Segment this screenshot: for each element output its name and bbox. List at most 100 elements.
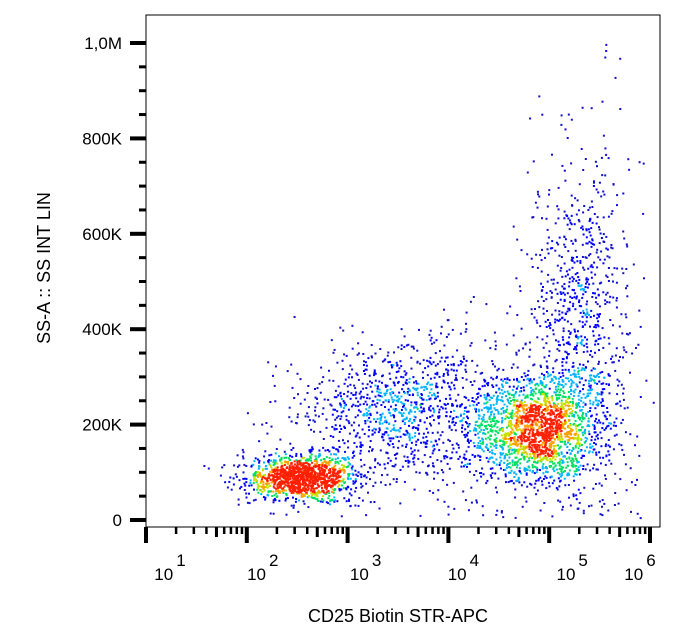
data-point [557, 424, 560, 427]
data-point [301, 457, 304, 460]
data-point [584, 290, 587, 293]
data-point [595, 326, 597, 329]
data-point [277, 469, 280, 472]
data-point [290, 462, 293, 465]
data-point [516, 421, 519, 423]
data-point [499, 428, 502, 431]
data-point [468, 424, 470, 427]
data-point [255, 478, 257, 481]
data-point [605, 454, 608, 457]
data-point [600, 391, 603, 394]
data-point [554, 415, 556, 418]
data-point [500, 434, 503, 437]
data-point [546, 434, 549, 437]
data-point [361, 382, 364, 385]
data-point [529, 404, 532, 407]
data-point [438, 411, 441, 414]
data-point [523, 417, 526, 420]
data-point [440, 332, 442, 335]
data-point [471, 359, 474, 362]
data-point [257, 473, 260, 476]
data-point [596, 393, 599, 396]
data-point [580, 377, 583, 380]
data-point [402, 405, 404, 408]
data-point [544, 410, 547, 412]
data-point [327, 497, 330, 500]
data-point [531, 444, 534, 447]
data-point [544, 475, 547, 478]
data-point [553, 438, 556, 441]
data-point [408, 389, 411, 392]
data-point [301, 478, 303, 481]
data-point [588, 433, 591, 436]
data-point [529, 378, 532, 381]
data-point [429, 329, 432, 332]
data-point [248, 484, 251, 487]
data-point [288, 416, 291, 419]
data-point [440, 325, 443, 328]
data-point [360, 482, 363, 485]
data-point [512, 394, 515, 397]
data-point [623, 453, 625, 456]
data-point [551, 240, 554, 243]
data-point [393, 465, 396, 468]
data-point [457, 416, 459, 419]
data-point [606, 248, 609, 251]
data-point [371, 403, 374, 406]
data-point [489, 445, 492, 448]
data-point [445, 397, 447, 400]
data-point [556, 428, 559, 431]
data-point [516, 379, 519, 382]
data-point [442, 373, 445, 375]
data-point [549, 247, 552, 250]
data-point [499, 439, 502, 442]
data-point [355, 391, 358, 394]
data-point [451, 443, 454, 446]
data-point [430, 336, 433, 339]
data-point [316, 387, 319, 390]
data-point [489, 425, 491, 427]
data-point [594, 407, 597, 410]
data-point [578, 320, 581, 323]
data-point [317, 500, 320, 502]
data-point [602, 346, 605, 349]
data-point [424, 442, 427, 445]
data-point [558, 380, 561, 383]
data-point [564, 421, 566, 424]
data-point [550, 379, 553, 382]
data-point [513, 398, 516, 401]
data-point [378, 427, 381, 430]
data-point [515, 443, 518, 446]
data-point [537, 410, 540, 413]
data-point [566, 377, 569, 380]
data-point [343, 353, 346, 356]
data-point [338, 467, 341, 470]
data-point [538, 391, 541, 394]
data-point [325, 475, 328, 478]
data-point [380, 481, 382, 484]
data-point [408, 419, 411, 422]
data-point [484, 339, 487, 342]
data-point [335, 396, 338, 399]
data-point [288, 485, 291, 488]
data-point [606, 418, 608, 420]
data-point [537, 479, 540, 482]
data-point [306, 459, 308, 462]
data-point [266, 486, 269, 489]
data-point [245, 465, 248, 467]
data-point [594, 301, 597, 304]
data-point [628, 168, 631, 171]
data-point [518, 405, 520, 408]
data-point [586, 280, 589, 283]
data-point [575, 470, 578, 473]
data-point [568, 277, 571, 280]
data-point [480, 417, 483, 420]
data-point [547, 273, 550, 276]
data-point [555, 416, 558, 419]
data-point [528, 429, 531, 432]
data-point [563, 419, 566, 422]
data-point [587, 267, 590, 270]
data-point [400, 401, 403, 404]
data-point [500, 412, 503, 415]
data-point [538, 448, 541, 451]
